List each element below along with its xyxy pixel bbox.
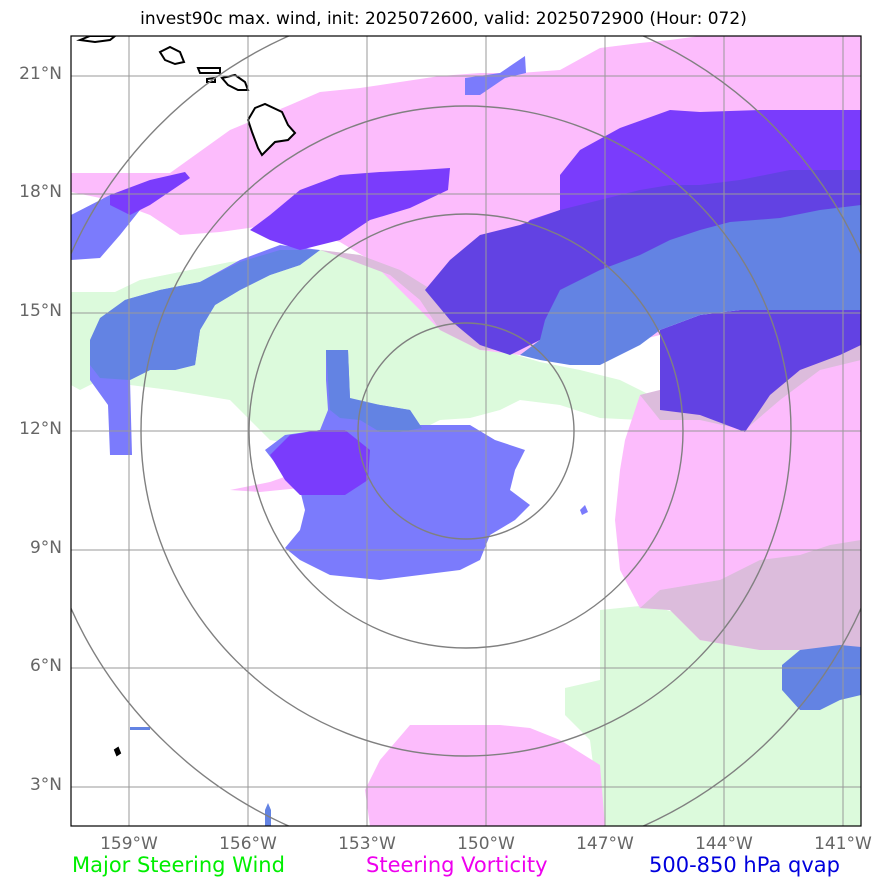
lon-label-147w: 147°W (576, 834, 634, 854)
map-frame (70, 35, 862, 827)
lat-label-12n: 12°N (19, 419, 62, 439)
lat-label-18n: 18°N (19, 182, 62, 202)
lon-label-141w: 141°W (814, 834, 872, 854)
lon-label-159w: 159°W (100, 834, 158, 854)
legend-steering-vorticity: Steering Vorticity (366, 853, 548, 877)
legend-qvap: 500-850 hPa qvap (649, 853, 840, 877)
legend-steering-wind: Major Steering Wind (72, 853, 285, 877)
lat-label-3n: 3°N (29, 775, 62, 795)
graticule (71, 36, 861, 826)
lat-label-21n: 21°N (19, 64, 62, 84)
lon-label-153w: 153°W (338, 834, 396, 854)
coastline (76, 36, 297, 757)
lat-label-9n: 9°N (29, 538, 62, 558)
lat-label-15n: 15°N (19, 301, 62, 321)
range-ring-2 (248, 213, 684, 649)
lon-label-156w: 156°W (219, 834, 277, 854)
range-ring-3 (140, 105, 792, 757)
lon-label-144w: 144°W (695, 834, 753, 854)
lat-label-6n: 6°N (29, 656, 62, 676)
range-rings (71, 36, 861, 826)
lon-label-150w: 150°W (457, 834, 515, 854)
range-ring-1 (357, 322, 575, 540)
map-title: invest90c max. wind, init: 2025072600, v… (140, 9, 747, 29)
